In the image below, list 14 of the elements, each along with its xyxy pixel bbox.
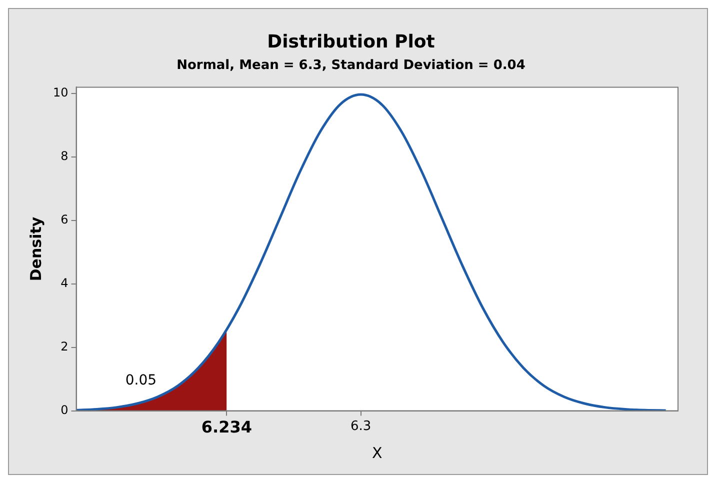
y-axis-title: Density — [26, 216, 45, 282]
chart-subtitle: Normal, Mean = 6.3, Standard Deviation = 0.04 — [176, 58, 526, 73]
y-tick-label: 10 — [52, 86, 68, 100]
x-tick-label: 6.3 — [350, 418, 372, 434]
chart-title: Distribution Plot — [267, 31, 436, 52]
annotation: 0.05 — [125, 372, 157, 388]
y-tick-label: 6 — [60, 212, 68, 227]
x-axis-title: X — [372, 444, 382, 462]
x-tick-label: 6.234 — [201, 418, 252, 437]
y-tick-label: 8 — [60, 149, 68, 164]
line-series — [76, 93, 668, 411]
y-tick-label: 0 — [60, 402, 68, 417]
y-tick-label: 4 — [60, 276, 68, 290]
y-tick-label: 2 — [60, 339, 68, 354]
